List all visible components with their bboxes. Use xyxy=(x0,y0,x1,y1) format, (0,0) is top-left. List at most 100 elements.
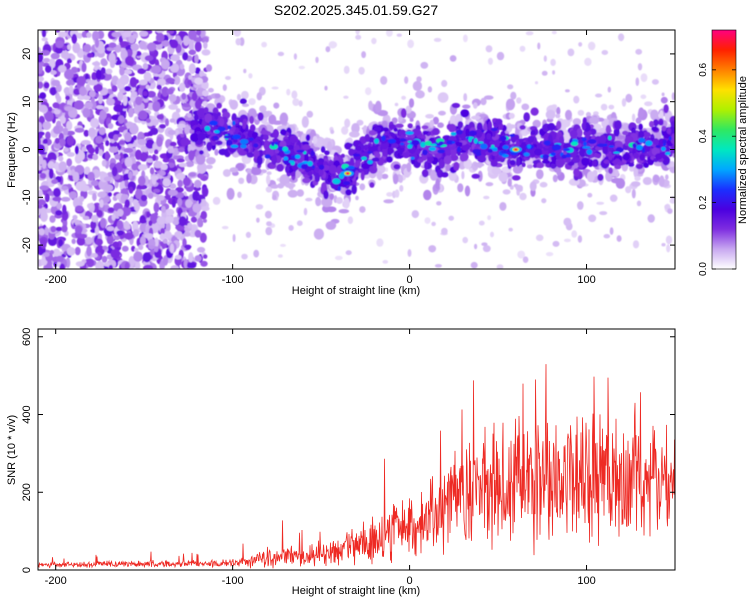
spectrogram-cell xyxy=(143,71,152,82)
spectrogram-cell xyxy=(95,69,102,80)
spectrogram-cell xyxy=(638,107,645,118)
spectrogram-cell xyxy=(99,109,107,120)
spectrogram-cell xyxy=(518,165,524,172)
spectrogram-cell xyxy=(134,202,140,212)
spectrogram-cell xyxy=(83,43,92,53)
spectrogram-cell xyxy=(84,258,93,265)
spectrogram-cell xyxy=(223,135,231,139)
spectrogram-cell xyxy=(334,255,343,261)
spectrogram-cell xyxy=(241,253,248,260)
spectrogram-cell xyxy=(148,245,155,250)
spectrogram-cell xyxy=(74,225,83,235)
spectrogram-cell xyxy=(212,107,219,115)
spectrogram-cell xyxy=(502,154,509,158)
spectrogram-cell xyxy=(406,162,412,173)
spectrogram-cell xyxy=(58,155,64,162)
spectrogram-cell xyxy=(550,152,556,156)
spectrogram-cell xyxy=(302,144,311,150)
spectrogram-cell xyxy=(666,127,672,135)
spectrogram-cell xyxy=(616,135,626,140)
spectrogram-cell xyxy=(475,152,482,157)
colorbar-frame xyxy=(711,29,737,270)
spectrogram-cell xyxy=(38,63,43,74)
spectrogram-cell xyxy=(81,31,87,38)
spectrogram-cell xyxy=(520,141,528,151)
spectrogram-cell xyxy=(70,54,76,61)
spectrogram-cell xyxy=(206,130,212,135)
spectrogram-cell xyxy=(448,123,457,133)
spectrogram-cell xyxy=(448,215,455,221)
spectrogram-cell xyxy=(174,231,183,238)
spectrogram-cell xyxy=(253,143,259,148)
spectrogram-cell xyxy=(313,228,324,240)
spectrogram-cell xyxy=(330,129,335,134)
spectrogram-cell xyxy=(463,158,472,170)
spectrogram-cell xyxy=(169,141,177,147)
spectrogram-cell xyxy=(200,206,210,212)
spectrogram-cell xyxy=(38,104,48,113)
spectrogram-cell xyxy=(194,255,202,262)
spectrogram-cell xyxy=(264,154,271,159)
spectrogram-cell xyxy=(124,86,132,92)
spectrogram-cell xyxy=(124,55,135,66)
spectrogram-cell xyxy=(359,152,367,157)
spectrogram-cell xyxy=(59,115,66,124)
spectrogram-cell xyxy=(423,189,432,201)
spectrogram-cell xyxy=(66,247,76,256)
spectrogram-cell xyxy=(632,143,637,148)
spectrogram-cell xyxy=(225,76,231,80)
colorbar-bar xyxy=(712,30,736,269)
spectrogram-cell xyxy=(400,134,405,140)
spectrogram-cell xyxy=(87,79,98,86)
spectrogram-cell xyxy=(94,225,100,236)
spectrogram-cell xyxy=(394,102,399,107)
spectrogram-cell xyxy=(38,98,41,108)
spectrogram-cell xyxy=(603,143,608,147)
spectrogram-cell xyxy=(381,147,389,157)
spectrogram-cell xyxy=(349,131,360,138)
spectrogram-cell xyxy=(179,63,185,70)
spectrogram-cell xyxy=(265,186,273,193)
spectrogram-cell xyxy=(386,192,393,197)
spectrogram-cell xyxy=(173,75,181,85)
spectrogram-cell xyxy=(184,244,192,249)
spectrogram-cell xyxy=(277,51,285,57)
spectrogram-cell xyxy=(76,76,87,86)
spectrogram-cell xyxy=(601,50,609,55)
spectrogram-cell xyxy=(142,252,152,263)
spectrogram-cell xyxy=(107,192,112,197)
spectrogram-cell xyxy=(199,232,207,243)
spectrogram-cell xyxy=(97,191,108,198)
spectrogram-cell xyxy=(38,133,43,140)
spectrogram-cell xyxy=(169,243,175,254)
spectrogram-cell xyxy=(505,98,516,111)
spectrogram-cell xyxy=(351,123,360,134)
spectrogram-cell xyxy=(94,38,100,48)
spectrogram-cell xyxy=(411,210,419,219)
spectrogram-cell xyxy=(117,91,124,102)
spectrogram-cell xyxy=(347,165,355,170)
spectrogram-cell xyxy=(85,236,93,245)
spectrogram-cell xyxy=(355,34,362,40)
spectrogram-cell xyxy=(507,178,512,187)
spectrogram-cell xyxy=(103,176,112,182)
spectrogram-cell xyxy=(368,100,373,111)
spectrogram-cell xyxy=(300,133,308,143)
spectrogram-cell xyxy=(66,120,73,131)
spectrogram-cell xyxy=(663,104,669,114)
spectrogram-cell xyxy=(424,140,432,146)
spectrogram-cell xyxy=(407,249,412,257)
spectrogram-cell xyxy=(633,165,639,178)
spectrogram-cell xyxy=(214,93,221,99)
spectrogram-cell xyxy=(289,135,299,143)
spectrogram-cell xyxy=(81,62,87,73)
spectrogram-cell xyxy=(409,117,414,122)
spectrogram-cell xyxy=(135,96,143,106)
spectrogram-cell xyxy=(123,221,130,230)
spectrogram-cell xyxy=(47,106,53,113)
spectrogram-cell xyxy=(156,32,165,43)
spectrogram-cell xyxy=(169,39,179,49)
spectrogram-cell xyxy=(434,264,442,268)
spectrogram-cell xyxy=(367,160,373,165)
spectrogram-cell xyxy=(107,207,115,213)
